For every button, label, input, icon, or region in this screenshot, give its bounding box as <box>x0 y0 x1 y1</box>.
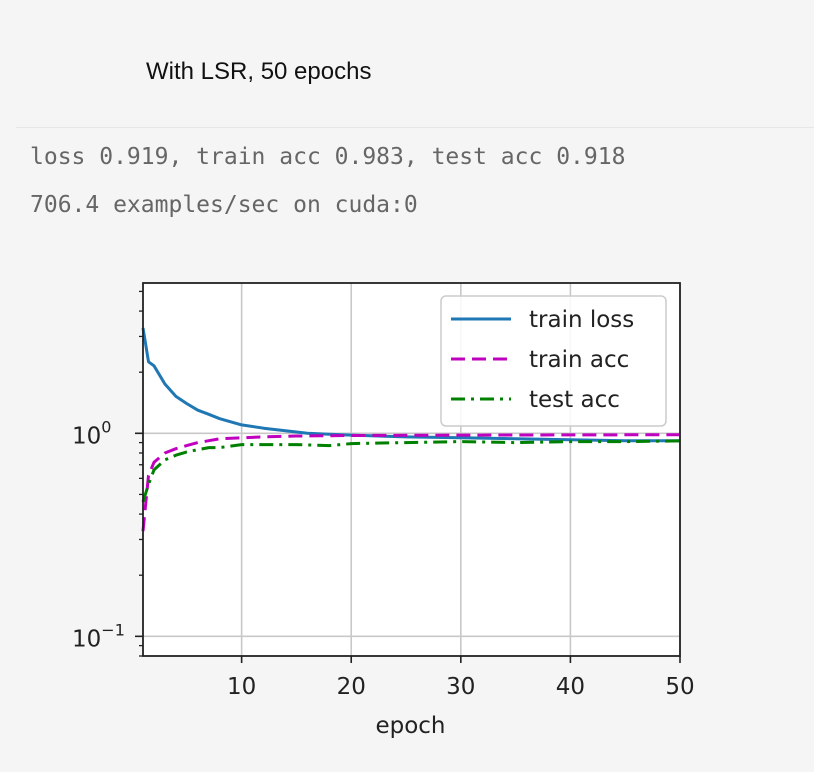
series-line-2 <box>141 433 680 532</box>
legend-label-1: train loss <box>529 307 634 333</box>
y-tick-label: 10−1 <box>72 620 125 652</box>
x-tick-label: 30 <box>446 674 475 700</box>
axes-frame <box>142 282 681 657</box>
throughput-output: 706.4 examples/sec on cuda:0 <box>30 192 418 218</box>
series-line-1 <box>141 327 681 443</box>
cell-divider <box>16 127 814 128</box>
series-line-3 <box>141 439 681 503</box>
training-metrics-output: loss 0.919, train acc 0.983, test acc 0.… <box>30 144 626 170</box>
x-tick-label: 10 <box>227 674 256 700</box>
y-tick-label: 100 <box>72 417 111 449</box>
x-tick-label: 40 <box>556 674 585 700</box>
legend-box <box>440 295 667 427</box>
x-tick-label: 20 <box>337 674 366 700</box>
legend-label-2: train acc <box>529 347 629 373</box>
x-tick-label: 50 <box>665 674 694 700</box>
x-axis-label: epoch <box>375 713 445 739</box>
legend-label-3: test acc <box>529 387 620 413</box>
notebook-caption: With LSR, 50 epochs <box>146 58 372 85</box>
